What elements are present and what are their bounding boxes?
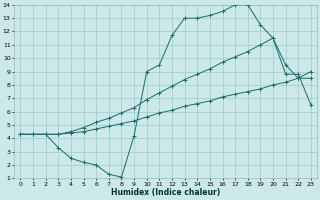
X-axis label: Humidex (Indice chaleur): Humidex (Indice chaleur) <box>111 188 220 197</box>
